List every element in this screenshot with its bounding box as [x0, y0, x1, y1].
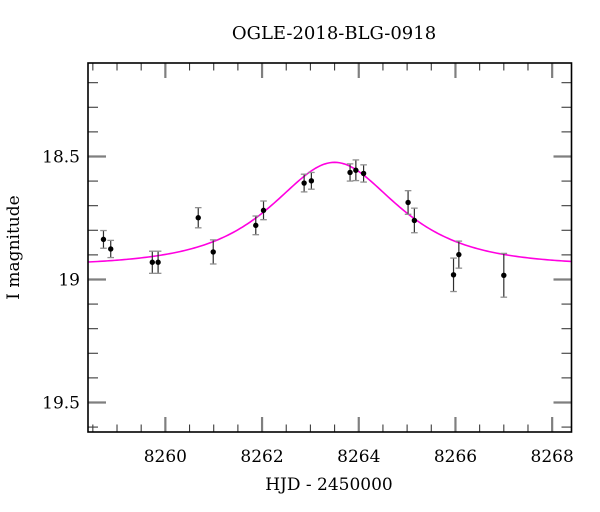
x-tick-label: 8262	[240, 447, 283, 467]
y-tick-label: 19	[58, 270, 80, 290]
data-point	[360, 170, 367, 177]
data-point	[501, 272, 507, 278]
data-point	[353, 167, 359, 173]
data-point	[450, 272, 457, 278]
y-tick-label: 18.5	[42, 147, 80, 167]
data-point	[100, 236, 107, 243]
plot-area: 8260 8262 8264 8266 8268 18.5 19 19.5	[42, 62, 574, 467]
data-point	[108, 246, 114, 252]
data-point	[456, 251, 462, 258]
data-point	[405, 199, 411, 206]
data-point	[411, 217, 418, 224]
x-axis-label: HJD - 2450000	[265, 475, 393, 495]
chart-title: OGLE-2018-BLG-0918	[232, 23, 436, 44]
x-tick-label: 8264	[337, 447, 380, 467]
data-point	[253, 222, 259, 229]
data-point	[149, 259, 156, 265]
data-point	[308, 178, 315, 184]
data-point	[260, 207, 267, 214]
x-tick-label: 8260	[144, 447, 187, 467]
y-axis-label: I magnitude	[4, 195, 24, 299]
data-point	[195, 215, 201, 221]
data-point	[155, 259, 161, 265]
data-point	[301, 180, 307, 186]
model-curve	[87, 161, 572, 263]
x-tick-label: 8266	[434, 447, 477, 467]
x-tick-label: 8268	[531, 447, 574, 467]
plot-frame	[87, 62, 573, 433]
y-tick-label: 19.5	[42, 393, 80, 413]
data-point	[347, 169, 353, 176]
data-point	[210, 249, 216, 255]
